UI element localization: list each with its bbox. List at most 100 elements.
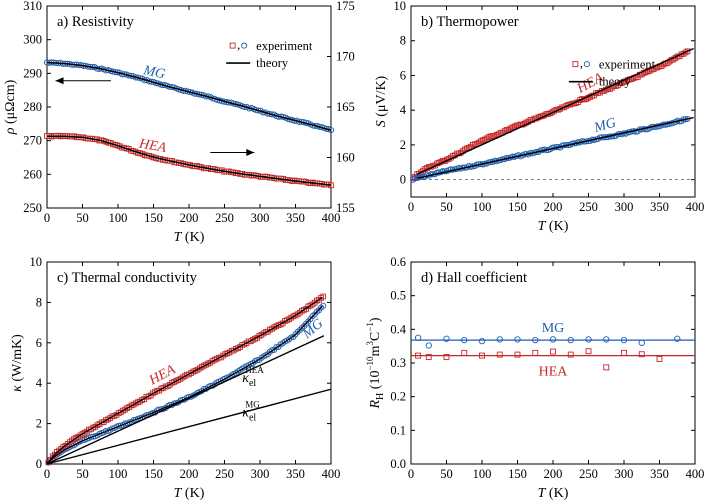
- legend-comma: ,: [237, 38, 240, 52]
- data-point: [415, 352, 422, 359]
- x-tick-label: 400: [322, 211, 341, 225]
- series-label-hea: HEA: [539, 365, 569, 380]
- y2-tick-label: 175: [336, 0, 355, 13]
- data-point: [514, 336, 521, 343]
- data-point: [549, 336, 557, 343]
- y-tick-label: 4: [400, 103, 407, 117]
- y-tick-label: 0: [400, 173, 406, 187]
- legend-experiment: experiment: [256, 39, 313, 53]
- y-axis-label: RH (10−10m3C−1): [365, 317, 386, 409]
- y-tick-label: 0.0: [390, 457, 406, 471]
- data-point: [674, 335, 681, 342]
- y2-ticks: 155 160 165 170 175: [327, 0, 355, 215]
- x-ticks: 0 50 100 150 200 250 300 350 400: [44, 6, 341, 225]
- plot-frame: [410, 261, 696, 465]
- kappa-el-hea-label: κelHEA: [242, 365, 264, 389]
- x-tick-label: 150: [144, 467, 163, 481]
- y-axis-label: ρ (μΩcm): [3, 79, 18, 135]
- x-axis-label: T (K): [538, 219, 569, 234]
- panel-title: d) Hall coefficient: [421, 270, 527, 286]
- y-tick-label: 8: [36, 295, 42, 309]
- x-tick-label: 200: [180, 467, 199, 481]
- y-tick-label: 280: [23, 100, 42, 114]
- data-point: [603, 336, 610, 343]
- theory-line-HEA: [46, 296, 323, 465]
- data-point: [585, 348, 592, 355]
- data-point: [621, 349, 627, 356]
- y-tick-label: 0.1: [390, 423, 406, 437]
- x-tick-label: 50: [76, 467, 89, 481]
- panel-a-resistivity: 0 50 100 150 200 250 300 350 400 250 260 270 280 290 3…: [3, 0, 355, 245]
- x-tick-label: 150: [144, 211, 163, 225]
- theory-line-MG: [46, 61, 332, 131]
- legend-marker-mg: [241, 42, 248, 49]
- data-point: [130, 417, 137, 424]
- data-point: [496, 336, 503, 343]
- data-point: [461, 349, 468, 356]
- y-tick-label: 6: [36, 336, 42, 350]
- data-point: [269, 347, 276, 354]
- y-ticks: 0.0 0.1 0.2 0.3 0.4 0.5 0.6: [390, 255, 695, 471]
- data-point: [514, 351, 521, 358]
- legend-comma: ,: [580, 57, 583, 71]
- x-tick-label: 250: [579, 200, 598, 214]
- arrow-head: [246, 148, 255, 156]
- kappa-el-mg-label: κelMG: [242, 400, 260, 424]
- data-point: [656, 356, 663, 362]
- data-point: [443, 335, 450, 342]
- x-tick-label: 0: [44, 211, 50, 225]
- kappa-el-hea-line: [46, 335, 325, 465]
- data-point: [425, 342, 432, 349]
- y2-tick-label: 170: [336, 50, 355, 64]
- y-tick-label: 260: [23, 167, 42, 181]
- x-tick-label: 300: [251, 211, 270, 225]
- y-axis-label: κ (W/mK): [10, 334, 25, 392]
- data-point: [479, 352, 485, 359]
- x-tick-label: 250: [215, 211, 234, 225]
- x-tick-label: 350: [286, 211, 305, 225]
- y-tick-label: 0.4: [390, 322, 406, 336]
- x-tick-label: 0: [408, 200, 414, 214]
- legend: , experiment theory: [568, 57, 656, 89]
- y-tick-label: 310: [23, 0, 42, 13]
- data-point: [273, 344, 280, 351]
- data-point: [461, 336, 468, 344]
- y-tick-label: 300: [23, 33, 42, 47]
- kappa-el-mg-line: [46, 388, 332, 465]
- data-point: [443, 353, 450, 360]
- data-point: [532, 349, 539, 356]
- theory-line-MG: [416, 116, 694, 180]
- data-point: [638, 351, 645, 358]
- data-point: [320, 302, 327, 309]
- x-tick-label: 400: [686, 467, 705, 481]
- data-point: [307, 316, 314, 323]
- x-ticks: 0 50 100 150 200 250 300 350 400: [44, 262, 340, 481]
- y-axis-label: S (μV/K): [374, 75, 389, 127]
- x-tick-label: 150: [508, 200, 527, 214]
- x-ticks: 0 50 100 150 200 250 300 350 400: [408, 6, 704, 214]
- x-tick-label: 0: [44, 467, 50, 481]
- x-tick-label: 50: [76, 211, 89, 225]
- data-point: [478, 337, 486, 345]
- data-point: [567, 336, 574, 344]
- data-point: [585, 336, 592, 343]
- series-label-mg: MG: [592, 116, 618, 137]
- data-point: [320, 293, 327, 300]
- panel-title: c) Thermal conductivity: [57, 270, 198, 286]
- x-tick-label: 100: [473, 200, 492, 214]
- series-markers-MG: [45, 302, 327, 466]
- legend-marker-hea: [572, 61, 579, 68]
- theory-line-HEA: [47, 135, 332, 186]
- data-point: [410, 176, 417, 183]
- arrow-head: [55, 77, 64, 85]
- x-tick-label: 350: [286, 467, 305, 481]
- y-ticks: 250 260 270 280 290 300 310: [23, 0, 51, 215]
- series-label-mg: MG: [299, 316, 326, 342]
- data-point: [414, 334, 422, 341]
- theory-line-MG: [46, 305, 323, 465]
- data-point: [684, 48, 691, 55]
- y-tick-label: 8: [400, 34, 406, 48]
- series-label-hea: HEA: [137, 136, 168, 156]
- axis-arrow-left: [55, 77, 111, 85]
- theory-line-HEA: [416, 47, 694, 176]
